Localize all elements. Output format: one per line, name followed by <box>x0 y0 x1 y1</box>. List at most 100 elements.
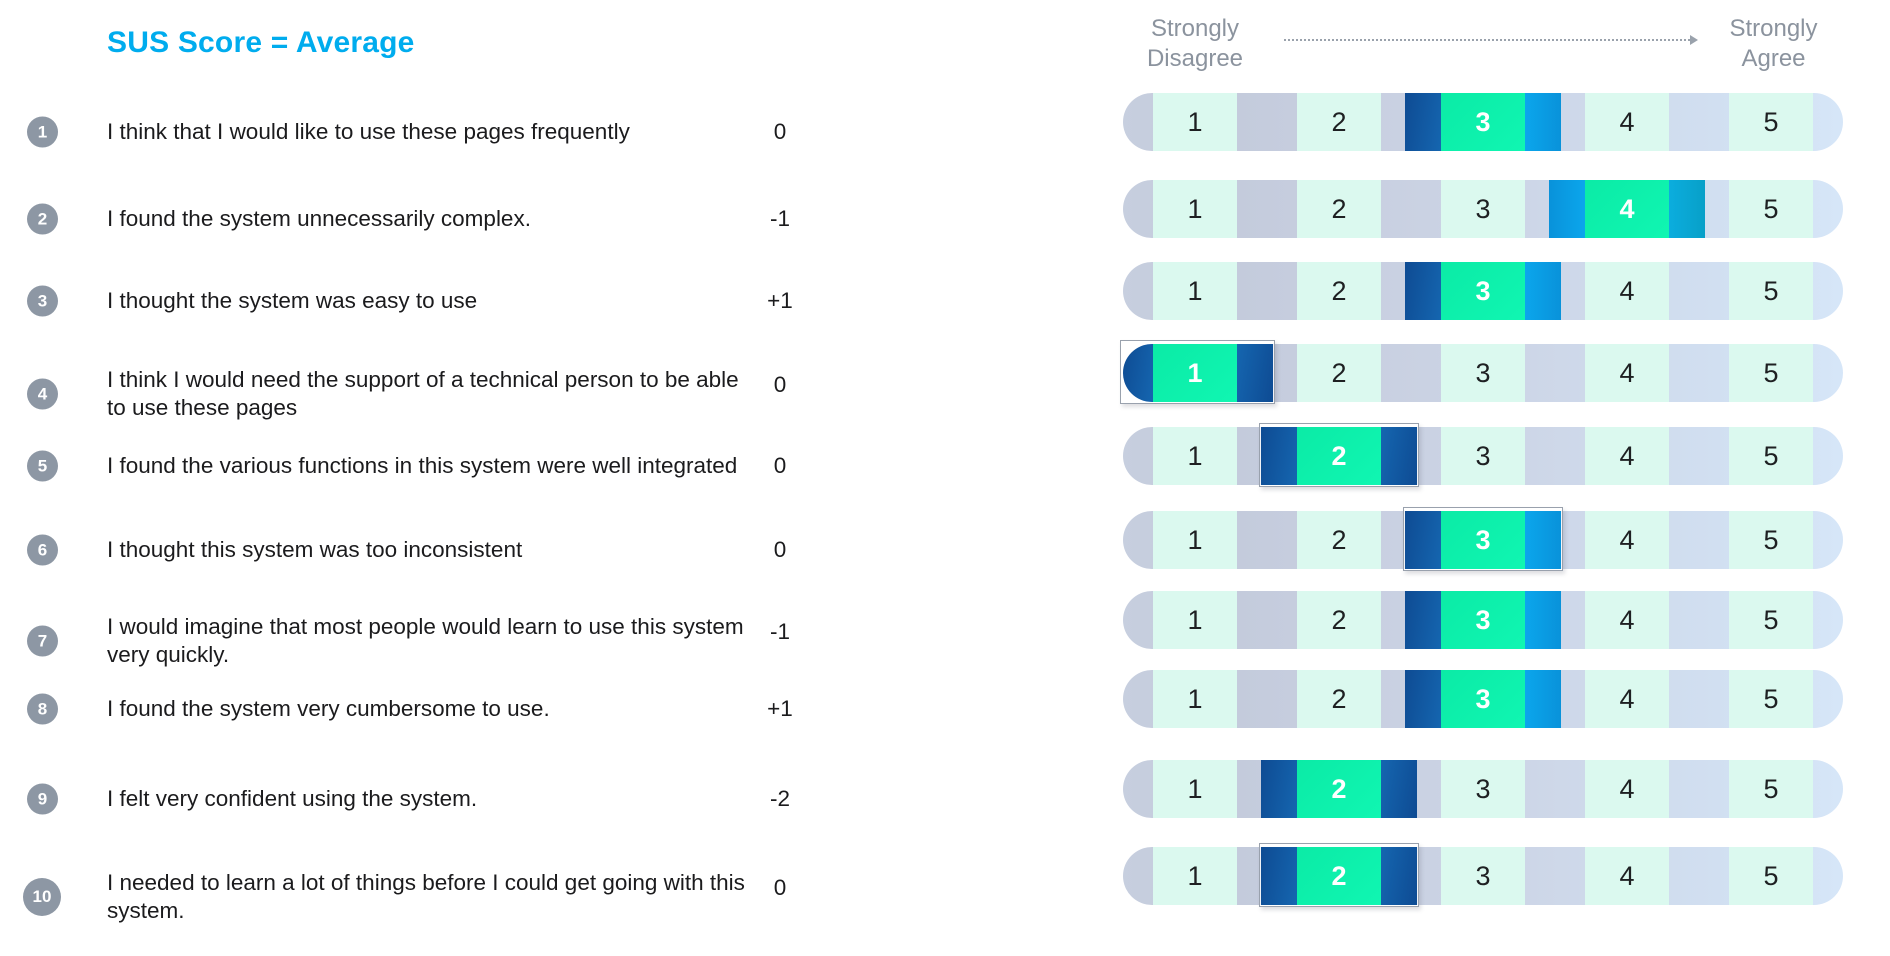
scale-cell-selected[interactable]: 2 <box>1297 427 1381 485</box>
scale-cell[interactable]: 5 <box>1729 427 1813 485</box>
selection-flank-left <box>1405 262 1441 320</box>
question-number-badge: 1 <box>27 116 58 148</box>
selection-flank-left <box>1405 511 1441 569</box>
scale-cell[interactable]: 3 <box>1441 760 1525 818</box>
scale-cell[interactable]: 5 <box>1729 262 1813 320</box>
scale-cell-selected[interactable]: 3 <box>1441 591 1525 649</box>
scale-cell[interactable]: 4 <box>1585 511 1669 569</box>
question-score-value: +1 <box>767 288 793 313</box>
question-number-badge: 4 <box>27 378 58 410</box>
scale-cell[interactable]: 4 <box>1585 427 1669 485</box>
scale-cell-selected[interactable]: 1 <box>1153 344 1237 402</box>
scale-cell[interactable]: 5 <box>1729 344 1813 402</box>
scale-cell[interactable]: 4 <box>1585 760 1669 818</box>
scale-cell-selected[interactable]: 3 <box>1441 511 1525 569</box>
question-row: 3 I thought the system was easy to use +… <box>0 262 1890 320</box>
question-row: 7 I would imagine that most people would… <box>0 591 1890 667</box>
selection-flank-right <box>1237 344 1273 402</box>
scale-cell[interactable]: 2 <box>1297 591 1381 649</box>
scale-cell-selected[interactable]: 4 <box>1585 180 1669 238</box>
scale-cell[interactable]: 1 <box>1153 262 1237 320</box>
question-row: 1 I think that I would like to use these… <box>0 93 1890 151</box>
question-text: I think I would need the support of a te… <box>107 367 739 420</box>
scale-cell[interactable]: 2 <box>1297 180 1381 238</box>
selection-outline <box>1259 423 1419 487</box>
scale-cell[interactable]: 1 <box>1153 670 1237 728</box>
question-number-badge: 9 <box>27 783 58 815</box>
scale-cell[interactable]: 3 <box>1441 344 1525 402</box>
scale-cell[interactable]: 3 <box>1441 427 1525 485</box>
question-text: I felt very confident using the system. <box>107 786 478 811</box>
question-number-badge: 3 <box>27 285 58 317</box>
selection-flank-left <box>1549 180 1585 238</box>
scale-cell[interactable]: 1 <box>1153 180 1237 238</box>
scale-cell[interactable]: 5 <box>1729 591 1813 649</box>
likert-scale-bar: 1 2 3 4 5 <box>1123 93 1843 151</box>
likert-scale-bar: 1 2 3 4 5 <box>1123 760 1843 818</box>
question-number-badge: 6 <box>27 534 58 566</box>
selection-flank-left <box>1261 760 1297 818</box>
scale-cell[interactable]: 4 <box>1585 93 1669 151</box>
question-row: 2 I found the system unnecessarily compl… <box>0 180 1890 238</box>
selection-outline <box>1259 843 1419 907</box>
scale-cell[interactable]: 2 <box>1297 670 1381 728</box>
scale-cell-selected[interactable]: 3 <box>1441 670 1525 728</box>
scale-cell[interactable]: 4 <box>1585 344 1669 402</box>
likert-scale-bar: 1 2 3 4 5 <box>1123 180 1843 238</box>
selection-flank-left <box>1261 847 1297 905</box>
question-score-value: -2 <box>769 786 790 811</box>
likert-scale-bar: 1 2 3 4 5 <box>1123 262 1843 320</box>
question-score-value: -1 <box>769 206 790 231</box>
scale-cell[interactable]: 1 <box>1153 847 1237 905</box>
dotted-arrow-line <box>1284 39 1690 41</box>
scale-cell[interactable]: 4 <box>1585 847 1669 905</box>
scale-cell[interactable]: 5 <box>1729 847 1813 905</box>
scale-cell-selected[interactable]: 3 <box>1441 93 1525 151</box>
scale-cell[interactable]: 5 <box>1729 180 1813 238</box>
scale-cell[interactable]: 5 <box>1729 670 1813 728</box>
selection-flank-right <box>1525 262 1561 320</box>
scale-cell-selected[interactable]: 3 <box>1441 262 1525 320</box>
selection-flank-right <box>1525 670 1561 728</box>
likert-scale-bar: 1 2 3 4 5 <box>1123 507 1843 571</box>
likert-scale-bar: 1 2 3 4 5 <box>1123 670 1843 728</box>
question-score-value: 0 <box>773 875 787 900</box>
likert-scale-bar: 1 2 3 4 5 <box>1123 591 1843 649</box>
scale-cell[interactable]: 2 <box>1297 93 1381 151</box>
scale-cell[interactable]: 5 <box>1729 93 1813 151</box>
scale-cell[interactable]: 4 <box>1585 591 1669 649</box>
scale-cell[interactable]: 2 <box>1297 344 1381 402</box>
scale-cell[interactable]: 2 <box>1297 511 1381 569</box>
page-title: SUS Score = Average <box>107 26 415 59</box>
scale-cell[interactable]: 4 <box>1585 262 1669 320</box>
question-number-badge: 8 <box>27 693 58 725</box>
selection-flank-left <box>1261 427 1297 485</box>
scale-cell[interactable]: 1 <box>1153 760 1237 818</box>
question-row: 9 I felt very confident using the system… <box>0 760 1890 818</box>
scale-cell[interactable]: 1 <box>1153 427 1237 485</box>
selection-flank-left <box>1405 670 1441 728</box>
likert-scale-bar: 1 2 3 4 5 <box>1123 423 1843 487</box>
arrow-right-icon <box>1690 35 1698 45</box>
question-score-value: +1 <box>767 696 793 721</box>
selection-flank-right <box>1525 591 1561 649</box>
scale-cell[interactable]: 3 <box>1441 180 1525 238</box>
scale-cell[interactable]: 5 <box>1729 511 1813 569</box>
scale-cell[interactable]: 1 <box>1153 93 1237 151</box>
scale-cell-selected[interactable]: 2 <box>1297 847 1381 905</box>
scale-cell[interactable]: 1 <box>1153 591 1237 649</box>
scale-cell-selected[interactable]: 2 <box>1297 760 1381 818</box>
scale-cell[interactable]: 4 <box>1585 670 1669 728</box>
scale-cell[interactable]: 3 <box>1441 847 1525 905</box>
question-score-value: 0 <box>773 119 787 144</box>
question-text: I would imagine that most people would l… <box>107 614 744 667</box>
scale-cell[interactable]: 1 <box>1153 511 1237 569</box>
question-row: 10 I needed to learn a lot of things bef… <box>0 843 1890 923</box>
question-text: I thought this system was too inconsiste… <box>107 537 523 562</box>
selection-flank-right <box>1525 511 1561 569</box>
question-number-badge: 7 <box>27 625 58 657</box>
selection-flank-right <box>1381 760 1417 818</box>
question-text: I thought the system was easy to use <box>107 288 478 313</box>
scale-cell[interactable]: 5 <box>1729 760 1813 818</box>
scale-cell[interactable]: 2 <box>1297 262 1381 320</box>
